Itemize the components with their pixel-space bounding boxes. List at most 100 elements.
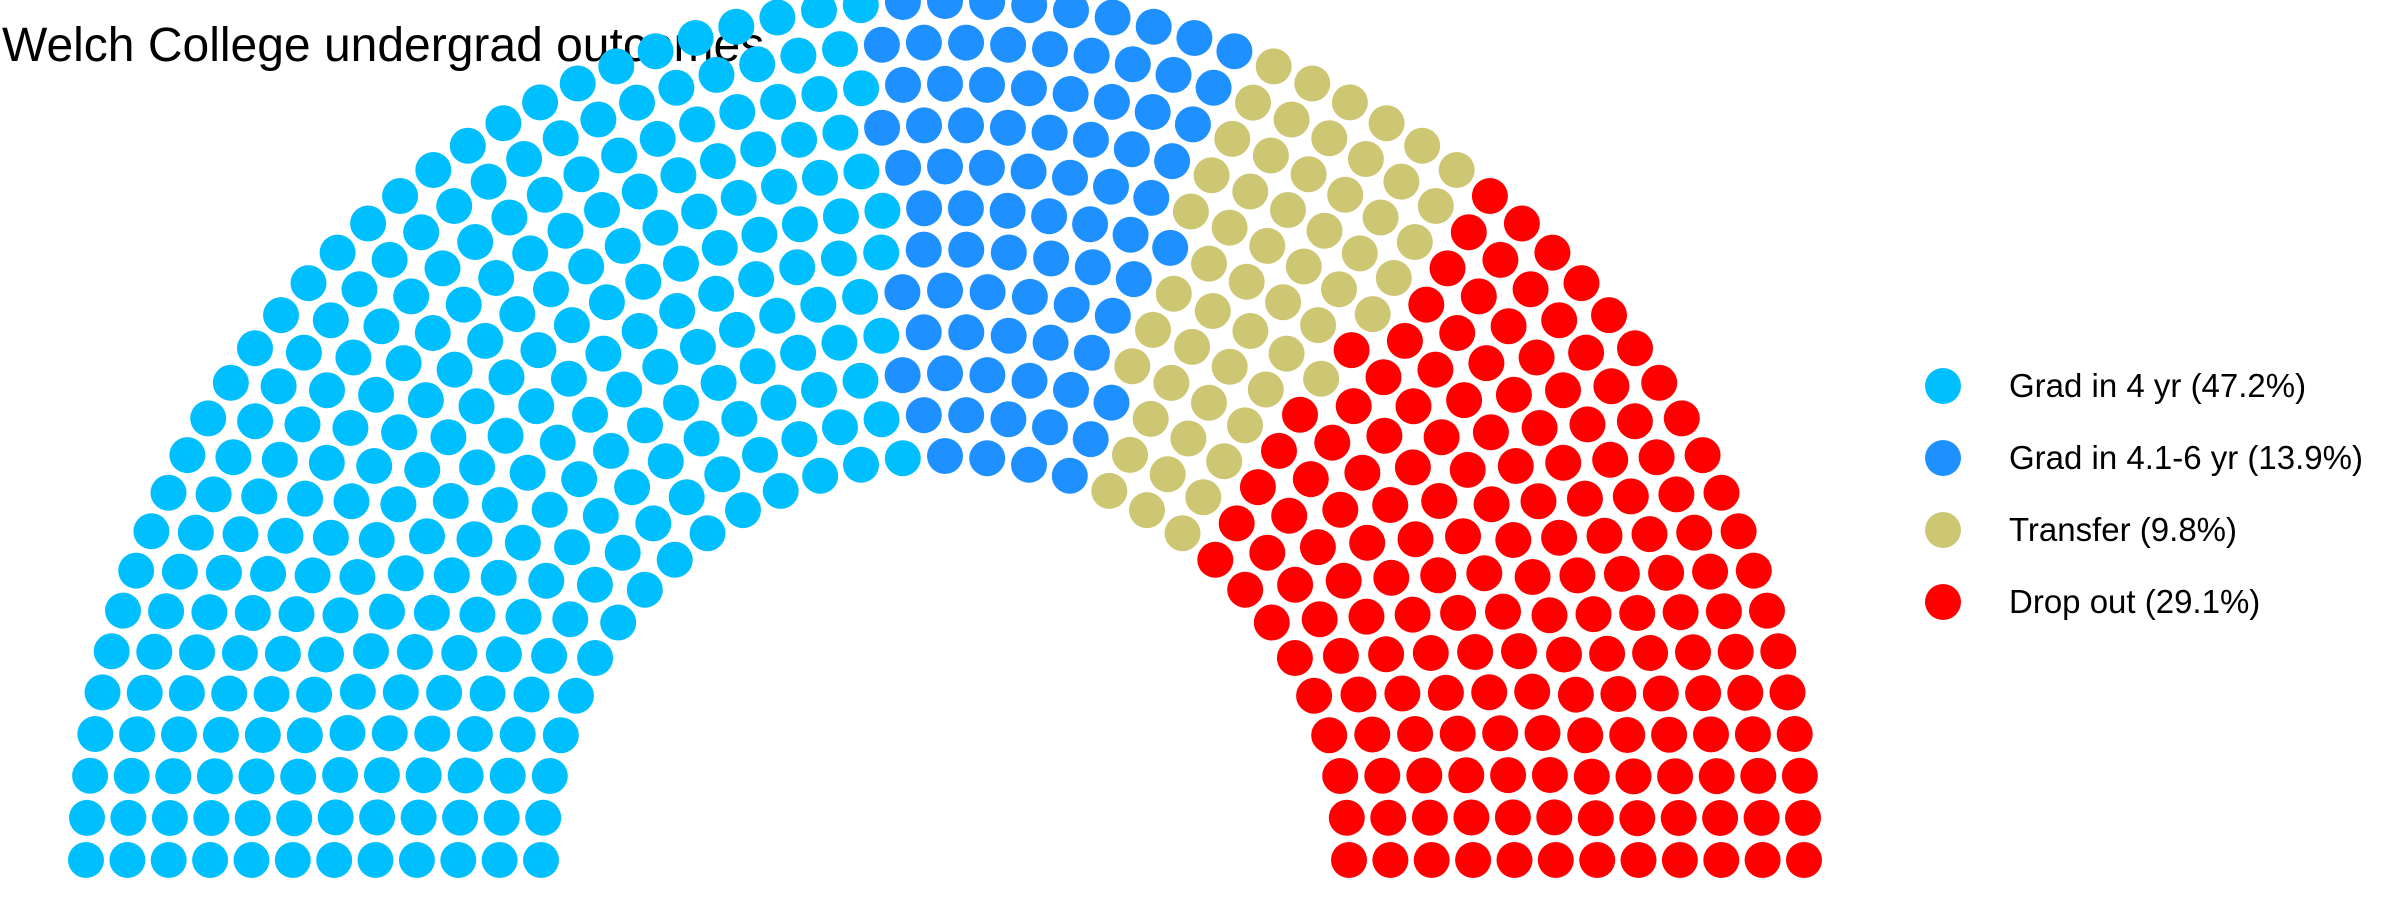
seat-dot bbox=[1306, 212, 1343, 249]
seat-dot bbox=[1232, 313, 1269, 349]
legend: Grad in 4 yr (47.2%) Grad in 4.1-6 yr (1… bbox=[1925, 350, 2363, 638]
seat-dot bbox=[278, 596, 315, 633]
seat-dot bbox=[1600, 676, 1637, 712]
seat-dot bbox=[169, 437, 206, 474]
seat-dot bbox=[531, 637, 568, 674]
seat-dot bbox=[1335, 388, 1372, 425]
seat-dot bbox=[1471, 178, 1508, 214]
seat-dot bbox=[317, 799, 354, 836]
seat-dot bbox=[559, 65, 596, 102]
seat-dot bbox=[1365, 359, 1402, 396]
seat-dot bbox=[821, 324, 858, 361]
seat-dot bbox=[1559, 557, 1596, 594]
seat-dot bbox=[668, 479, 705, 516]
seat-dot bbox=[1619, 595, 1656, 631]
seat-dot bbox=[339, 559, 376, 595]
seat-dot bbox=[1617, 330, 1653, 367]
seat-dot bbox=[1372, 487, 1409, 523]
seat-dot bbox=[309, 372, 345, 409]
seat-dot bbox=[1545, 444, 1582, 481]
seat-dot bbox=[234, 595, 271, 631]
seat-dot bbox=[1333, 332, 1370, 369]
seat-dot bbox=[542, 717, 579, 754]
seat-dot bbox=[1268, 335, 1305, 372]
seat-dot bbox=[542, 120, 579, 157]
seat-dot bbox=[238, 758, 275, 795]
seat-dot bbox=[1439, 715, 1476, 752]
seat-dot bbox=[969, 357, 1006, 394]
seat-dot bbox=[193, 800, 230, 836]
seat-dot bbox=[105, 592, 141, 629]
seat-dot bbox=[491, 199, 528, 236]
seat-dot bbox=[363, 308, 400, 345]
seat-dot bbox=[1032, 409, 1068, 446]
seat-dot bbox=[1232, 173, 1269, 210]
seat-dot bbox=[843, 153, 880, 190]
seat-dot bbox=[485, 636, 522, 673]
seat-dot bbox=[582, 497, 619, 534]
seat-dot bbox=[990, 317, 1027, 354]
seat-dot bbox=[1093, 384, 1130, 421]
seat-dot bbox=[1155, 56, 1192, 93]
seat-dot bbox=[1423, 419, 1460, 456]
seat-dot bbox=[989, 192, 1026, 229]
seat-dot bbox=[1460, 278, 1497, 315]
seat-dot bbox=[863, 401, 900, 438]
seat-dot bbox=[1364, 757, 1401, 794]
seat-dot bbox=[1227, 407, 1263, 444]
seat-dot bbox=[1450, 214, 1487, 251]
seat-dot bbox=[1575, 596, 1612, 633]
seat-dot bbox=[1073, 334, 1110, 371]
seat-dot bbox=[1397, 716, 1434, 752]
seat-dot bbox=[234, 800, 271, 837]
seat-dot bbox=[1769, 674, 1806, 711]
seat-dot bbox=[385, 345, 422, 382]
seat-dot bbox=[1347, 141, 1384, 177]
seat-dot bbox=[424, 250, 461, 287]
seat-dot bbox=[1495, 522, 1532, 558]
seat-dot bbox=[133, 513, 170, 550]
seat-dot bbox=[1349, 524, 1386, 561]
seat-dot bbox=[639, 120, 676, 157]
seat-dot bbox=[1417, 188, 1454, 224]
seat-dot bbox=[1609, 717, 1646, 753]
seat-dot bbox=[1427, 674, 1464, 711]
seat-dot bbox=[1591, 297, 1627, 334]
seat-dot bbox=[1249, 227, 1286, 264]
seat-dot bbox=[1586, 517, 1623, 554]
seat-dot bbox=[356, 448, 393, 484]
legend-swatch bbox=[1925, 512, 1961, 548]
seat-dot bbox=[1615, 758, 1652, 795]
seat-dot bbox=[627, 407, 663, 444]
seat-dot bbox=[359, 799, 396, 836]
seat-dot bbox=[1354, 716, 1391, 753]
seat-dot bbox=[626, 571, 663, 608]
seat-dot bbox=[1325, 562, 1362, 599]
seat-dot bbox=[531, 758, 568, 794]
seat-dot bbox=[884, 0, 921, 20]
seat-dot bbox=[1373, 559, 1410, 596]
seat-dot bbox=[430, 419, 467, 456]
seat-dot bbox=[110, 799, 147, 836]
seat-dot bbox=[456, 716, 493, 752]
seat-dot bbox=[489, 757, 526, 794]
seat-dot bbox=[1094, 0, 1131, 36]
seat-dot bbox=[969, 440, 1006, 477]
seat-dot bbox=[1411, 799, 1448, 836]
seat-dot bbox=[656, 541, 693, 578]
seat-dot bbox=[1735, 552, 1772, 589]
seat-dot bbox=[1321, 271, 1357, 308]
seat-dot bbox=[1093, 168, 1129, 205]
seat-dot bbox=[404, 451, 441, 488]
seat-dot bbox=[287, 480, 324, 517]
seat-dot bbox=[577, 640, 614, 676]
seat-dot bbox=[948, 314, 985, 351]
seat-dot bbox=[677, 20, 714, 56]
seat-dot bbox=[1534, 234, 1571, 271]
seat-dot bbox=[294, 557, 331, 594]
seat-dot bbox=[689, 515, 726, 552]
seat-dot bbox=[1573, 758, 1610, 795]
seat-dot bbox=[1370, 799, 1407, 836]
seat-dot bbox=[1216, 33, 1253, 70]
seat-dot bbox=[1776, 716, 1813, 752]
